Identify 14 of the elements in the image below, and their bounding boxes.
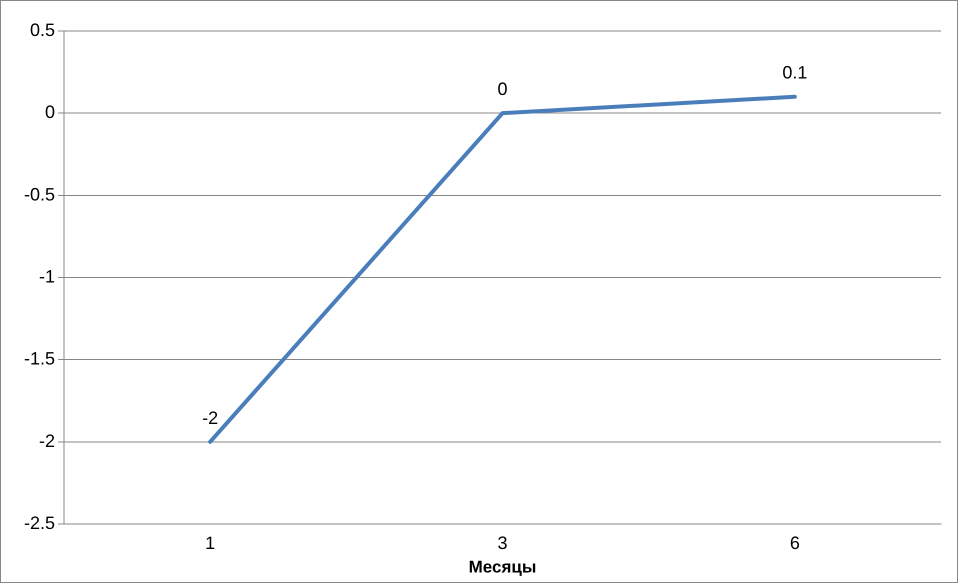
y-tick-label: -1: [39, 266, 56, 286]
y-tick-label: 0: [45, 102, 56, 122]
data-label: 0: [498, 79, 508, 100]
y-tick-label: -0.5: [24, 184, 56, 204]
y-tick-label: -1.5: [24, 348, 56, 369]
x-tick-label: 6: [790, 532, 800, 553]
data-label: -2: [202, 408, 218, 428]
x-tick-label: 1: [205, 532, 216, 553]
data-label: 0.1: [782, 62, 808, 83]
y-tick-label: -2.5: [24, 512, 56, 533]
x-tick-label: 3: [498, 532, 508, 553]
y-tick-label: 0.5: [30, 20, 56, 40]
y-tick-label: -2: [39, 430, 56, 451]
x-axis-title: Месяцы: [468, 557, 536, 576]
